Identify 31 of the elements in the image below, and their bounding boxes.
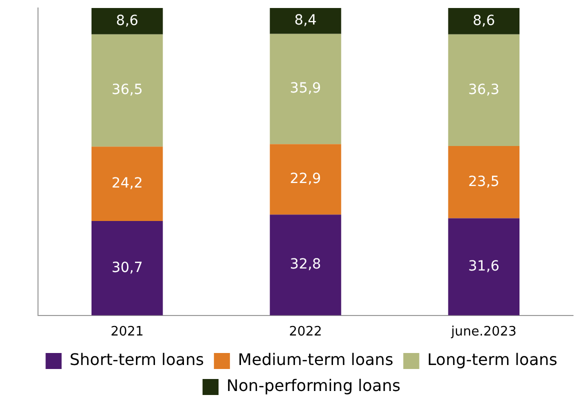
data-label: 35,9 — [290, 80, 322, 97]
bar — [270, 144, 342, 215]
bar — [448, 8, 520, 34]
bar — [448, 146, 520, 218]
data-label: 8,6 — [116, 12, 138, 29]
data-label: 31,6 — [468, 258, 500, 274]
data-label: 8,4 — [294, 12, 317, 29]
x-tick-label: 2022 — [288, 324, 322, 340]
data-label: 24,2 — [112, 175, 143, 192]
bar — [448, 34, 520, 146]
legend-label: Medium-term loans — [238, 350, 394, 370]
x-tick-label: 2021 — [110, 324, 144, 340]
data-label: 30,7 — [112, 260, 143, 276]
data-label: 32,8 — [290, 256, 322, 273]
legend-label: Non-performing loans — [226, 376, 400, 396]
bar — [92, 8, 163, 34]
data-label: 36,5 — [112, 82, 143, 98]
data-label: 22,9 — [290, 171, 322, 188]
bar — [270, 8, 342, 34]
data-label: 8,6 — [472, 12, 496, 29]
x-tick-label: june.2023 — [450, 324, 516, 340]
bar — [92, 221, 163, 316]
bar — [92, 34, 163, 147]
legend-label: Short-term loans — [70, 350, 204, 370]
legend-label: Long-term loans — [427, 350, 558, 370]
bar — [448, 218, 520, 316]
data-label: 36,3 — [468, 82, 500, 98]
bar — [92, 146, 163, 222]
bar — [270, 34, 342, 144]
data-label: 23,5 — [468, 174, 500, 190]
bar — [270, 214, 342, 316]
